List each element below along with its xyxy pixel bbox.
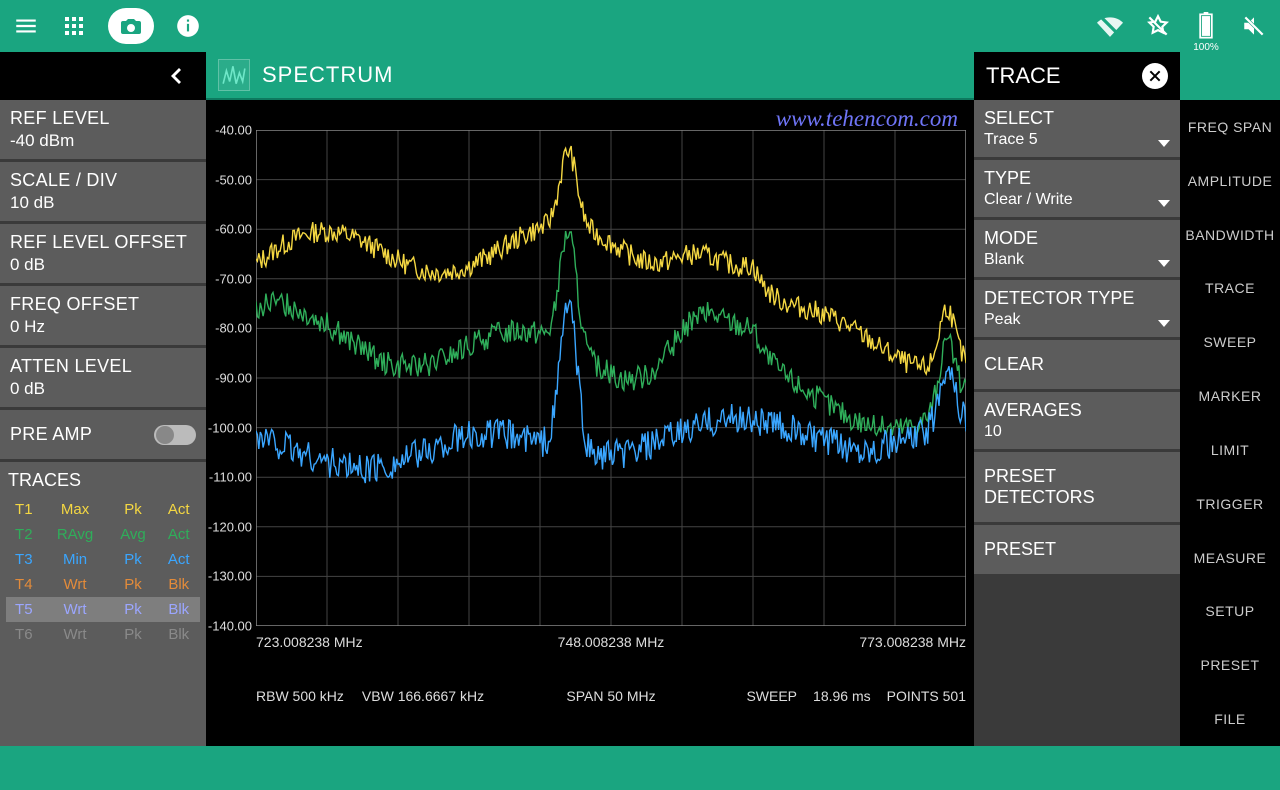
x-tick-label: 723.008238 MHz xyxy=(256,634,363,650)
gps-off-icon xyxy=(1144,12,1172,40)
card-select[interactable]: SELECT Trace 5 xyxy=(974,100,1180,160)
chevron-down-icon xyxy=(1158,140,1170,147)
trace-row[interactable]: T5WrtPkBlk xyxy=(6,597,200,622)
tab-sweep[interactable]: SWEEP xyxy=(1180,315,1280,369)
chart-footer: RBW 500 kHz VBW 166.6667 kHz SPAN 50 MHz… xyxy=(256,688,966,704)
y-tick-label: -100.00 xyxy=(208,420,252,435)
tab-strip: FREQ SPANAMPLITUDEBANDWIDTHTRACESWEEPMAR… xyxy=(1180,52,1280,746)
wifi-off-icon xyxy=(1096,12,1124,40)
card-preset-detectors[interactable]: PRESET DETECTORS xyxy=(974,452,1180,525)
y-tick-label: -50.00 xyxy=(215,172,252,187)
param-freq-offset[interactable]: FREQ OFFSET 0 Hz xyxy=(0,286,206,348)
chevron-down-icon xyxy=(1158,320,1170,327)
card-mode[interactable]: MODE Blank xyxy=(974,220,1180,280)
page-title: SPECTRUM xyxy=(262,62,393,88)
chevron-down-icon xyxy=(1158,260,1170,267)
chevron-down-icon xyxy=(1158,200,1170,207)
y-tick-label: -70.00 xyxy=(215,271,252,286)
trace-row[interactable]: T6WrtPkBlk xyxy=(6,622,200,647)
y-tick-label: -130.00 xyxy=(208,569,252,584)
topbar: 100% xyxy=(0,0,1280,52)
card-clear[interactable]: CLEAR xyxy=(974,340,1180,392)
param-atten-level[interactable]: ATTEN LEVEL 0 dB xyxy=(0,348,206,410)
tab-measure[interactable]: MEASURE xyxy=(1180,531,1280,585)
menu-icon[interactable] xyxy=(12,12,40,40)
param-ref-level-offset[interactable]: REF LEVEL OFFSET 0 dB xyxy=(0,224,206,286)
bottombar xyxy=(0,746,1280,790)
tab-preset[interactable]: PRESET xyxy=(1180,638,1280,692)
tab-freq-span[interactable]: FREQ SPAN xyxy=(1180,100,1280,154)
trace-row[interactable]: T3MinPkAct xyxy=(6,547,200,572)
x-tick-label: 748.008238 MHz xyxy=(558,634,665,650)
title-row: SPECTRUM xyxy=(206,52,974,100)
rbw-label: RBW 500 kHz xyxy=(256,688,344,704)
y-tick-label: -90.00 xyxy=(215,371,252,386)
trace-row[interactable]: T1MaxPkAct xyxy=(6,497,200,522)
sweep-value: 18.96 ms xyxy=(813,688,871,704)
card-averages[interactable]: AVERAGES 10 xyxy=(974,392,1180,452)
tab-limit[interactable]: LIMIT xyxy=(1180,423,1280,477)
tab-amplitude[interactable]: AMPLITUDE xyxy=(1180,154,1280,208)
tab-trace[interactable]: TRACE xyxy=(1180,261,1280,315)
back-button[interactable] xyxy=(0,52,206,100)
card-type[interactable]: TYPE Clear / Write xyxy=(974,160,1180,220)
tab-setup[interactable]: SETUP xyxy=(1180,584,1280,638)
param-preamp[interactable]: PRE AMP xyxy=(0,410,206,462)
chart-area: www.tehencom.com -40.00 -50.00 -60.00 -70.0… xyxy=(206,100,974,746)
close-button[interactable] xyxy=(1142,63,1168,89)
trace-row[interactable]: T4WrtPkBlk xyxy=(6,572,200,597)
x-tick-label: 773.008238 MHz xyxy=(859,634,966,650)
y-tick-label: -80.00 xyxy=(215,321,252,336)
apps-icon[interactable] xyxy=(60,12,88,40)
span-label: SPAN 50 MHz xyxy=(566,688,655,704)
info-icon[interactable] xyxy=(174,12,202,40)
tab-marker[interactable]: MARKER xyxy=(1180,369,1280,423)
trace-row[interactable]: T2RAvgAvgAct xyxy=(6,522,200,547)
mute-icon[interactable] xyxy=(1240,12,1268,40)
tab-trigger[interactable]: TRIGGER xyxy=(1180,477,1280,531)
traces-panel: TRACES T1MaxPkActT2RAvgAvgActT3MinPkActT… xyxy=(0,462,206,746)
y-tick-label: -60.00 xyxy=(215,222,252,237)
sweep-label: SWEEP xyxy=(746,688,797,704)
param-ref-level[interactable]: REF LEVEL -40 dBm xyxy=(0,100,206,162)
points-label: POINTS 501 xyxy=(887,688,966,704)
battery-icon: 100% xyxy=(1192,12,1220,40)
tab-file[interactable]: FILE xyxy=(1180,692,1280,746)
traces-table: T1MaxPkActT2RAvgAvgActT3MinPkActT4WrtPkB… xyxy=(6,497,200,647)
card-detector[interactable]: DETECTOR TYPE Peak xyxy=(974,280,1180,340)
card-preset[interactable]: PRESET xyxy=(974,525,1180,577)
spectrum-icon xyxy=(218,59,250,91)
traces-title: TRACES xyxy=(8,470,200,491)
camera-button[interactable] xyxy=(108,8,154,44)
y-tick-label: -140.00 xyxy=(208,619,252,634)
param-scale-div[interactable]: SCALE / DIV 10 dB xyxy=(0,162,206,224)
y-tick-label: -110.00 xyxy=(209,470,252,485)
watermark: www.tehencom.com xyxy=(776,106,958,132)
tab-bandwidth[interactable]: BANDWIDTH xyxy=(1180,208,1280,262)
preamp-toggle[interactable] xyxy=(154,425,196,445)
right-panel-title: TRACE xyxy=(986,63,1061,89)
left-panel: REF LEVEL -40 dBm SCALE / DIV 10 dB REF … xyxy=(0,52,206,746)
battery-percent: 100% xyxy=(1193,42,1219,53)
vbw-label: VBW 166.6667 kHz xyxy=(362,688,484,704)
y-tick-label: -40.00 xyxy=(215,123,252,138)
y-tick-label: -120.00 xyxy=(208,519,252,534)
right-panel: TRACE SELECT Trace 5 TYPE Clear / Write … xyxy=(974,52,1180,746)
